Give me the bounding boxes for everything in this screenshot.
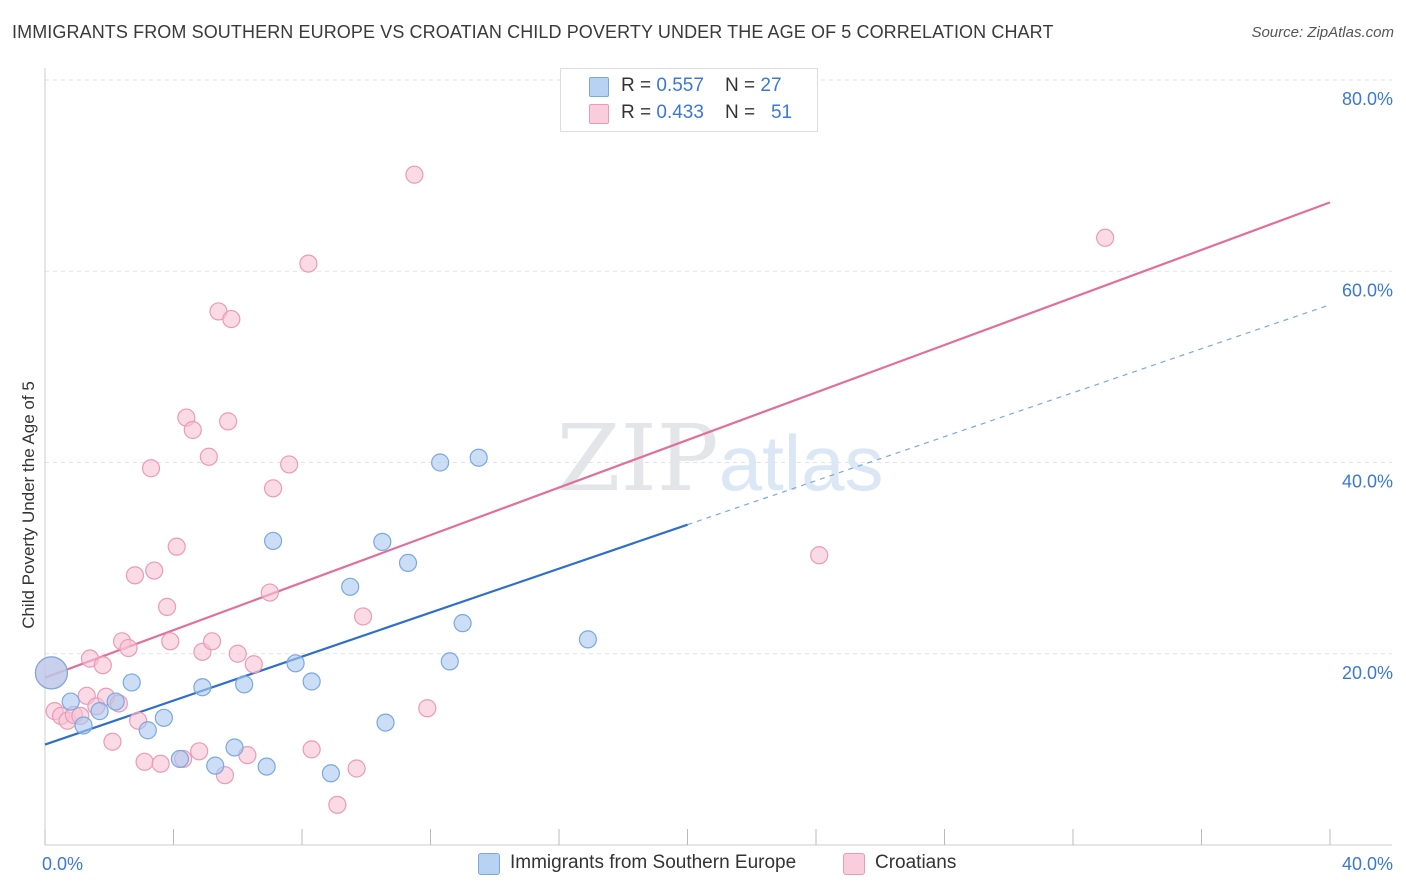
x-tick-label: 0.0% bbox=[42, 854, 83, 874]
point-immigrants bbox=[138, 721, 157, 740]
point-croatians bbox=[228, 644, 247, 663]
point-immigrants bbox=[398, 553, 418, 573]
point-croatians bbox=[302, 740, 321, 759]
point-immigrants bbox=[235, 675, 254, 694]
point-immigrants bbox=[34, 656, 69, 690]
point-immigrants bbox=[321, 764, 341, 783]
point-immigrants bbox=[469, 448, 488, 467]
legend-n-value: 27 bbox=[760, 75, 782, 96]
chart-source: Source: ZipAtlas.com bbox=[1251, 24, 1394, 41]
y-tick-label: 20.0% bbox=[1342, 663, 1393, 683]
point-croatians bbox=[190, 742, 209, 761]
point-croatians bbox=[119, 638, 138, 658]
trend-line-immigrants-extension bbox=[687, 304, 1331, 526]
point-immigrants bbox=[106, 692, 125, 711]
point-immigrants bbox=[341, 577, 360, 596]
x-tick-label: 40.0% bbox=[1342, 854, 1393, 874]
bottom-legend-swatch-immigrants bbox=[478, 853, 500, 875]
bottom-legend-swatch-croatians bbox=[843, 853, 865, 875]
point-croatians bbox=[167, 537, 186, 556]
scatter-points bbox=[34, 165, 1115, 814]
point-immigrants bbox=[193, 678, 212, 697]
point-immigrants bbox=[90, 702, 109, 721]
point-croatians bbox=[810, 546, 829, 565]
legend-r-label: R = bbox=[621, 102, 657, 123]
y-axis-label: Child Poverty Under the Age of 5 bbox=[19, 381, 38, 629]
point-croatians bbox=[299, 254, 318, 273]
point-immigrants bbox=[286, 654, 305, 673]
y-tick-label: 80.0% bbox=[1342, 89, 1393, 109]
trend-line-immigrants bbox=[44, 523, 688, 746]
point-croatians bbox=[260, 583, 279, 602]
point-immigrants bbox=[263, 531, 283, 551]
legend-swatch-immigrants bbox=[589, 77, 609, 97]
point-immigrants bbox=[431, 453, 450, 472]
trend-line-croatians bbox=[44, 201, 1331, 679]
point-croatians bbox=[263, 479, 283, 498]
point-croatians bbox=[280, 455, 299, 474]
point-immigrants bbox=[302, 672, 321, 691]
point-croatians bbox=[141, 459, 161, 478]
point-immigrants bbox=[170, 749, 190, 769]
point-croatians bbox=[328, 795, 347, 814]
point-croatians bbox=[222, 309, 241, 329]
point-croatians bbox=[93, 656, 112, 675]
watermark-atlas: atlas bbox=[719, 419, 884, 507]
point-croatians bbox=[103, 732, 122, 751]
bottom-legend-label-croatians: Croatians bbox=[875, 852, 957, 873]
legend-swatch-croatians bbox=[589, 104, 609, 124]
legend-box: R = 0.557 N = 27 R = 0.433 N = 51 bbox=[560, 68, 818, 132]
point-croatians bbox=[151, 754, 170, 773]
point-immigrants bbox=[206, 756, 225, 775]
tick-labels: 20.0% 40.0% 60.0% 80.0% 0.0% 40.0% bbox=[42, 89, 1393, 874]
chart-title: IMMIGRANTS FROM SOUTHERN EUROPE VS CROAT… bbox=[12, 22, 1054, 42]
point-immigrants bbox=[453, 614, 472, 633]
point-immigrants bbox=[154, 708, 173, 727]
point-croatians bbox=[219, 412, 238, 431]
point-immigrants bbox=[376, 713, 395, 732]
point-croatians bbox=[145, 561, 164, 580]
point-croatians bbox=[418, 699, 437, 718]
point-croatians bbox=[353, 607, 373, 626]
y-axis-label-wrap: Child Poverty Under the Age of 5 bbox=[16, 50, 40, 850]
point-croatians bbox=[161, 632, 180, 651]
point-croatians bbox=[135, 752, 154, 771]
legend-r-value: 0.433 bbox=[656, 102, 704, 123]
watermark: ZIPatlas bbox=[557, 405, 884, 512]
point-croatians bbox=[183, 420, 202, 440]
axes bbox=[44, 68, 1392, 846]
legend-n-label: N = bbox=[725, 102, 761, 123]
point-immigrants bbox=[74, 716, 93, 735]
gridlines bbox=[45, 79, 1392, 655]
legend-r-value: 0.557 bbox=[656, 75, 704, 96]
y-tick-label: 40.0% bbox=[1342, 472, 1393, 492]
point-immigrants bbox=[440, 652, 459, 671]
point-immigrants bbox=[61, 692, 80, 711]
point-croatians bbox=[244, 655, 263, 674]
point-croatians bbox=[202, 632, 222, 651]
legend-r-label: R = bbox=[621, 75, 657, 96]
point-immigrants bbox=[225, 738, 244, 757]
point-croatians bbox=[199, 447, 218, 466]
legend-n-value: 51 bbox=[770, 102, 793, 123]
point-croatians bbox=[157, 597, 177, 616]
point-immigrants bbox=[373, 532, 392, 551]
trend-lines bbox=[44, 201, 1331, 746]
point-croatians bbox=[347, 759, 366, 778]
point-croatians bbox=[405, 165, 424, 184]
point-immigrants bbox=[122, 673, 141, 692]
point-croatians bbox=[1096, 228, 1115, 247]
point-immigrants bbox=[257, 757, 276, 776]
bottom-legend-label-immigrants: Immigrants from Southern Europe bbox=[510, 852, 797, 873]
point-immigrants bbox=[578, 630, 598, 649]
point-croatians bbox=[125, 566, 145, 585]
y-tick-label: 60.0% bbox=[1342, 280, 1393, 300]
legend-n-label: N = bbox=[725, 75, 761, 96]
